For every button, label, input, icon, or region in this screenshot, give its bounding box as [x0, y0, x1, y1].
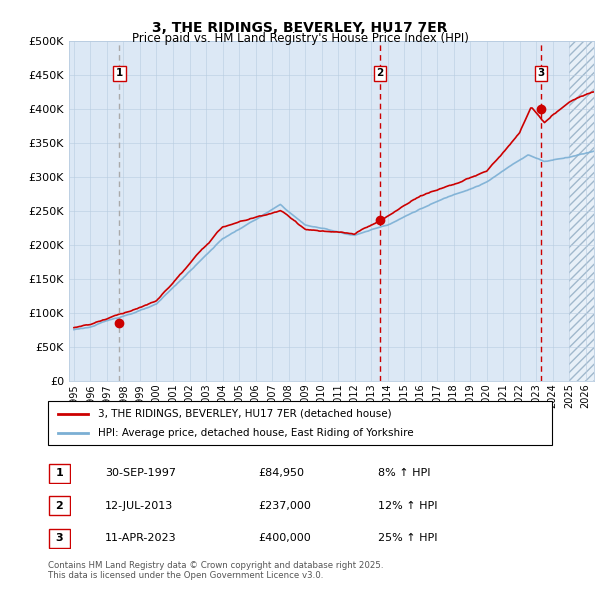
- Text: 3, THE RIDINGS, BEVERLEY, HU17 7ER (detached house): 3, THE RIDINGS, BEVERLEY, HU17 7ER (deta…: [98, 409, 392, 418]
- FancyBboxPatch shape: [49, 464, 70, 483]
- Text: 3: 3: [537, 68, 544, 78]
- Text: 12% ↑ HPI: 12% ↑ HPI: [378, 501, 437, 511]
- Text: £400,000: £400,000: [258, 533, 311, 543]
- Text: Contains HM Land Registry data © Crown copyright and database right 2025.
This d: Contains HM Land Registry data © Crown c…: [48, 560, 383, 580]
- FancyBboxPatch shape: [48, 401, 552, 445]
- Text: 3: 3: [56, 533, 63, 543]
- Text: 3, THE RIDINGS, BEVERLEY, HU17 7ER: 3, THE RIDINGS, BEVERLEY, HU17 7ER: [152, 21, 448, 35]
- Text: Price paid vs. HM Land Registry's House Price Index (HPI): Price paid vs. HM Land Registry's House …: [131, 32, 469, 45]
- Text: 2: 2: [56, 501, 63, 511]
- FancyBboxPatch shape: [49, 496, 70, 516]
- Text: 30-SEP-1997: 30-SEP-1997: [105, 468, 176, 478]
- Text: 1: 1: [116, 68, 123, 78]
- Text: £237,000: £237,000: [258, 501, 311, 511]
- Text: £84,950: £84,950: [258, 468, 304, 478]
- Text: HPI: Average price, detached house, East Riding of Yorkshire: HPI: Average price, detached house, East…: [98, 428, 414, 438]
- Text: 11-APR-2023: 11-APR-2023: [105, 533, 176, 543]
- Bar: [569, 41, 594, 381]
- Text: 12-JUL-2013: 12-JUL-2013: [105, 501, 173, 511]
- FancyBboxPatch shape: [49, 529, 70, 548]
- Bar: [569, 41, 594, 381]
- Text: 25% ↑ HPI: 25% ↑ HPI: [378, 533, 437, 543]
- Text: 1: 1: [56, 468, 63, 478]
- Text: 2: 2: [376, 68, 383, 78]
- Text: 8% ↑ HPI: 8% ↑ HPI: [378, 468, 431, 478]
